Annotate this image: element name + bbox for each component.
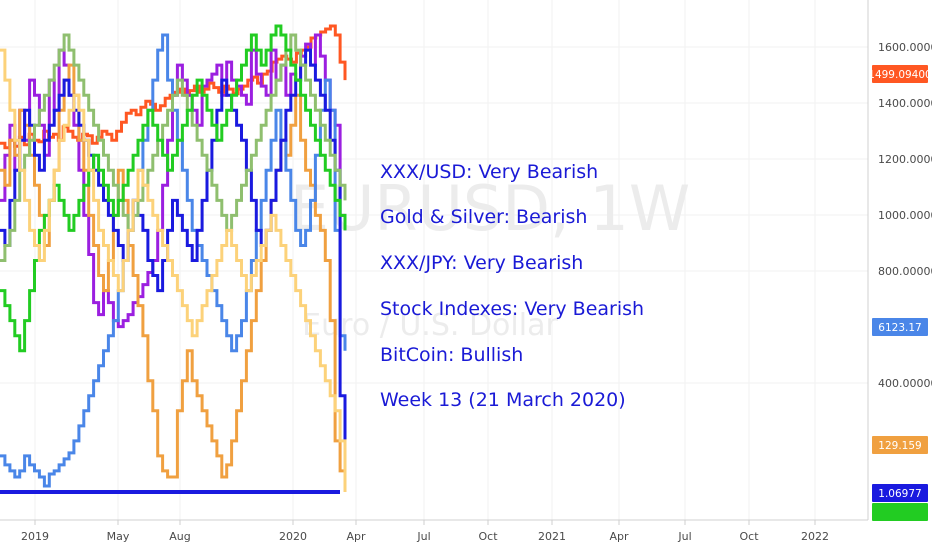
price-tag-label: 129.159 (878, 440, 921, 452)
y-tick-label: 1600.00000 (878, 41, 932, 54)
annotation-3: Stock Indexes: Very Bearish (380, 298, 644, 320)
annotation-4: BitCoin: Bullish (380, 344, 523, 366)
x-tick-label: Oct (739, 530, 759, 543)
y-tick-label: 1000.00000 (878, 209, 932, 222)
axes (0, 0, 869, 521)
y-tick-label: 1400.00000 (878, 97, 932, 110)
y-tick-label: 800.00000 (878, 265, 932, 278)
x-tick-label: 2022 (801, 530, 829, 543)
x-tick-label: May (107, 530, 130, 543)
series-line-6 (0, 24, 347, 353)
x-tick-label: 2019 (21, 530, 49, 543)
x-tick-label: Jul (677, 530, 691, 543)
watermark-symbol: EURUSD, 1W (290, 172, 690, 245)
price-tags: 1499.09400 6123.17 129.159 1.06977 (868, 65, 932, 521)
price-tag-label: 1499.09400 (868, 69, 931, 81)
price-tag (872, 65, 928, 83)
price-tag-label: 6123.17 (878, 322, 921, 334)
x-axis-ticks: 2019 May Aug 2020 Apr Jul Oct 2021 Apr Jul Oct 2022 (21, 520, 829, 543)
annotation-1: Gold & Silver: Bearish (380, 206, 587, 228)
annotation-5: Week 13 (21 March 2020) (380, 389, 626, 411)
series-layer (0, 24, 347, 494)
x-tick-label: Apr (346, 530, 366, 543)
y-tick-label: 400.00000 (878, 377, 932, 390)
grid (0, 0, 868, 520)
x-tick-label: 2021 (538, 530, 566, 543)
x-tick-label: Apr (609, 530, 629, 543)
price-tag-label: 1.06977 (878, 488, 921, 500)
price-tag (872, 503, 928, 521)
annotations: XXX/USD: Very Bearish Gold & Silver: Bear… (380, 161, 644, 411)
x-tick-label: Oct (478, 530, 498, 543)
series-line-7 (0, 48, 347, 492)
y-tick-label: 1200.00000 (878, 153, 932, 166)
price-tag (872, 436, 928, 454)
price-tag (872, 484, 928, 502)
price-tag (872, 318, 928, 336)
x-tick-label: 2020 (279, 530, 307, 543)
y-axis-ticks: 1600.00000 1400.00000 1200.00000 1000.00000… (878, 41, 932, 390)
annotation-0: XXX/USD: Very Bearish (380, 161, 598, 183)
x-tick-label: Jul (416, 530, 430, 543)
x-tick-label: Aug (169, 530, 190, 543)
series-line-4 (0, 48, 347, 483)
annotation-2: XXX/JPY: Very Bearish (380, 252, 583, 274)
